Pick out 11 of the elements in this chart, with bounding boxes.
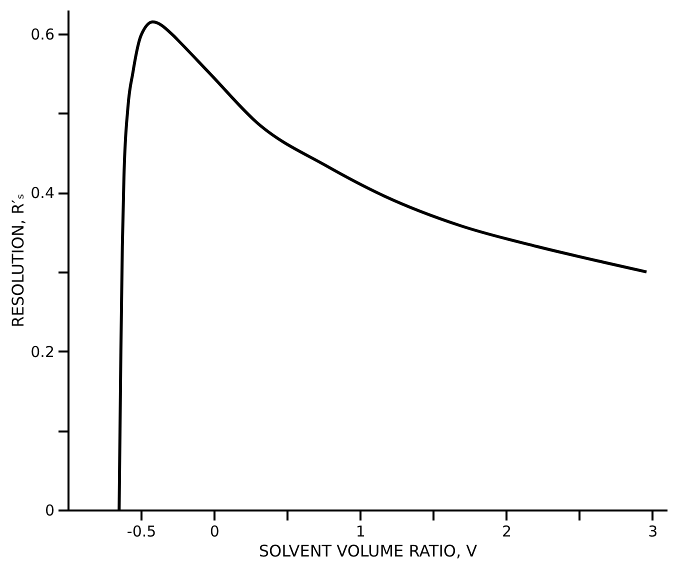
y-tick-label: 0.6 [30,25,54,44]
y-tick-label: 0.4 [30,184,54,202]
x-tick-label: -0.5 [126,522,156,540]
x-tick-label: 3 [648,522,658,540]
y-axis-title: RESOLUTION, R′ₛ [8,194,28,328]
y-tick-label: 0 [44,502,54,520]
x-tick-label: 0 [210,522,220,540]
y-tick-label: 0.2 [30,342,54,361]
x-axis-title: SOLVENT VOLUME RATIO, V [258,542,478,560]
x-tick-label: 1 [356,522,366,540]
x-tick-label: 2 [502,522,512,540]
